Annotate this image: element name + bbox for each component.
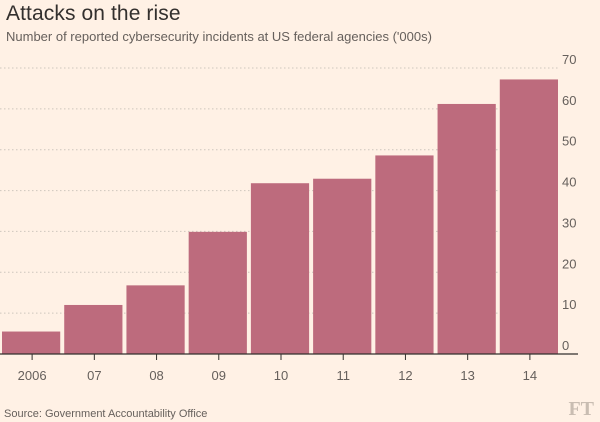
x-tick-label-12: 12 (398, 368, 412, 383)
y-tick-label-30: 30 (562, 215, 576, 230)
bar-09 (188, 231, 247, 354)
bar-12 (375, 155, 434, 354)
x-tick-label-07: 07 (87, 368, 101, 383)
chart-title: Attacks on the rise (6, 2, 181, 25)
source-note: Source: Government Accountability Office (4, 408, 208, 420)
bar-14 (499, 79, 558, 354)
bar-2006 (2, 331, 61, 354)
bar-07 (64, 304, 123, 354)
bar-11 (313, 178, 372, 354)
x-tick-label-2006: 2006 (18, 368, 47, 383)
chart-subtitle: Number of reported cybersecurity inciden… (6, 29, 432, 44)
y-tick-label-0: 0 (562, 338, 569, 353)
y-tick-label-10: 10 (562, 297, 576, 312)
y-tick-label-20: 20 (562, 256, 576, 271)
y-tick-label-60: 60 (562, 93, 576, 108)
bar-10 (250, 183, 310, 354)
bar-13 (437, 103, 496, 354)
bars (2, 79, 558, 354)
x-tick-label-10: 10 (274, 368, 288, 383)
x-tick-label-08: 08 (149, 368, 163, 383)
x-tick-label-13: 13 (460, 368, 474, 383)
x-tick-label-09: 09 (212, 368, 226, 383)
ft-logo: FT (568, 398, 594, 420)
x-tick-label-14: 14 (523, 368, 537, 383)
y-tick-label-40: 40 (562, 175, 576, 190)
x-tick-label-11: 11 (336, 368, 350, 383)
tick-labels: 0 10 20 30 40 50 60 70 2006 07 08 09 10 11 12 13 14 (18, 52, 577, 383)
bar-08 (126, 285, 185, 354)
y-tick-label-70: 70 (562, 52, 576, 67)
y-tick-label-50: 50 (562, 134, 576, 149)
axes (0, 353, 578, 360)
